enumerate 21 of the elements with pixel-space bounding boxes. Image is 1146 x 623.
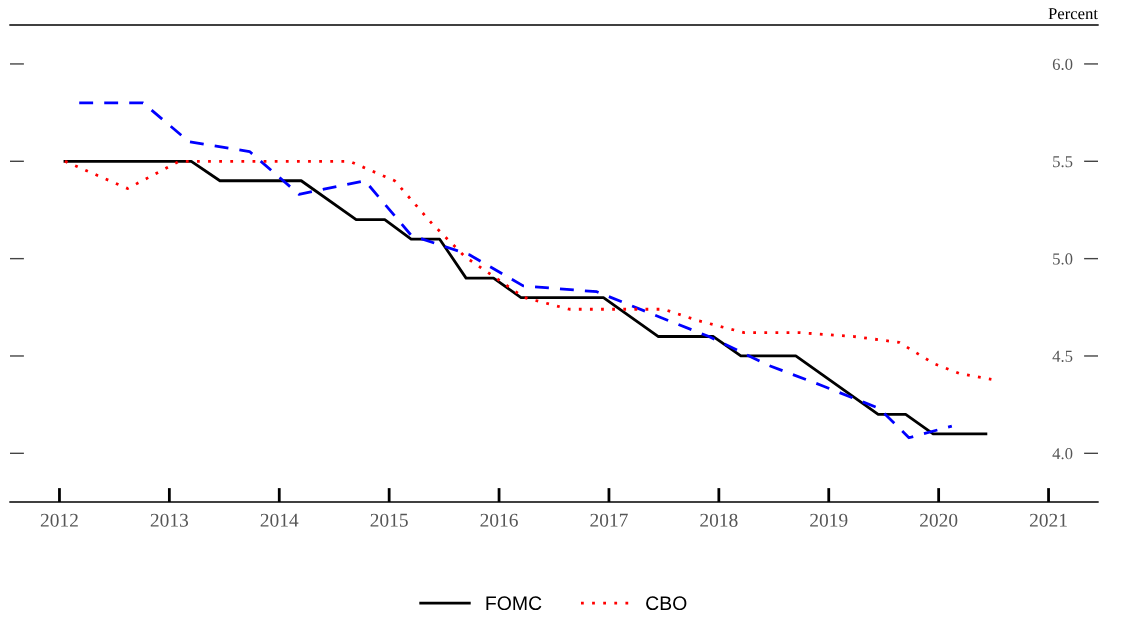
line-series bbox=[63, 159, 988, 436]
x-tick-label: 2016 bbox=[480, 513, 518, 527]
x-tick-label: 2014 bbox=[260, 513, 299, 527]
y-axis-title: Percent bbox=[1048, 8, 1098, 20]
x-tick-label: 2015 bbox=[370, 513, 408, 527]
y-tick-label: 4.0 bbox=[1052, 448, 1073, 460]
x-tick-label: 2013 bbox=[150, 513, 189, 527]
x-tick-label: 2012 bbox=[40, 513, 78, 527]
x-tick-label: 2019 bbox=[810, 513, 848, 527]
y-tick-label: 5.0 bbox=[1053, 253, 1073, 265]
line-series bbox=[63, 159, 993, 381]
x-tick-label: 2020 bbox=[920, 513, 958, 527]
legend-label: CBO bbox=[646, 596, 687, 611]
legend-label: FOMC bbox=[486, 596, 542, 611]
y-tick-label: 4.5 bbox=[1052, 350, 1073, 362]
x-tick-label: 2017 bbox=[590, 513, 628, 527]
line-series bbox=[77, 101, 954, 440]
y-tick-label: 6.0 bbox=[1052, 58, 1073, 70]
y-tick-label: 5.5 bbox=[1053, 156, 1073, 168]
x-tick-label: 2021 bbox=[1029, 513, 1067, 527]
x-tick-label: 2018 bbox=[700, 513, 738, 527]
